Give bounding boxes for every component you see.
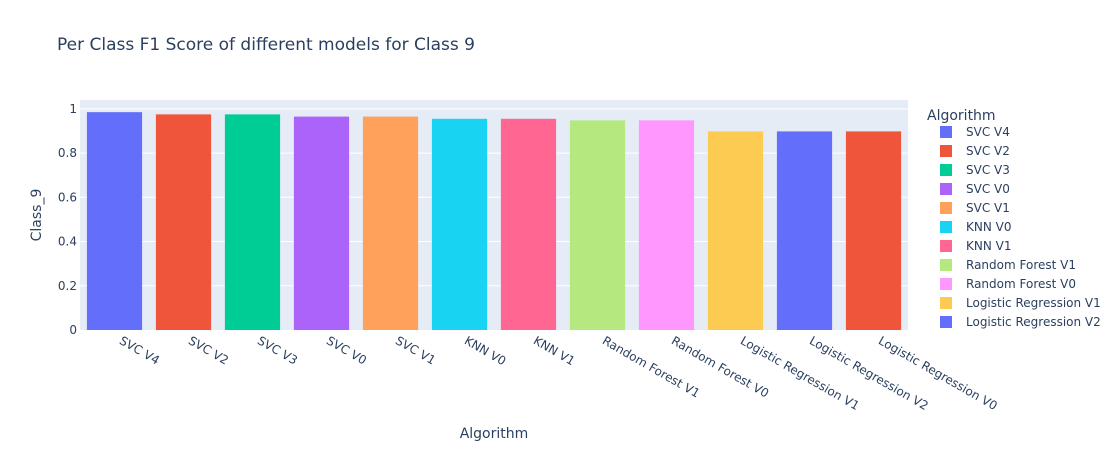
legend-item[interactable]: SVC V3: [940, 163, 1010, 177]
legend-item[interactable]: KNN V1: [940, 239, 1011, 253]
legend-label: Random Forest V1: [966, 258, 1076, 272]
legend-swatch: [940, 259, 952, 271]
legend-label: Random Forest V0: [966, 277, 1076, 291]
legend-item[interactable]: Logistic Regression V2: [940, 315, 1101, 329]
legend-swatch: [940, 202, 952, 214]
bar-logistic-regression-v2: [776, 131, 833, 330]
legend-item[interactable]: Random Forest V0: [940, 277, 1076, 291]
bar-logistic-regression-v0: [845, 131, 902, 330]
legend: Algorithm SVC V4 SVC V2 SVC V3 SVC V0 SVC V1…: [927, 108, 1101, 329]
x-tick-label: Logistic Regression V0: [876, 333, 1000, 413]
chart-title: Per Class F1 Score of different models f…: [57, 35, 475, 55]
y-tick-label: 0.4: [58, 235, 77, 249]
bar-logistic-regression-v1: [707, 131, 764, 330]
x-tick-label: SVC V2: [186, 333, 231, 367]
bar-knn-v0: [431, 118, 488, 330]
y-tick-label: 1: [69, 102, 77, 116]
x-axis-ticks: SVC V4 SVC V2 SVC V3 SVC V0 SVC V1 KNN V0 KNN …: [117, 333, 1000, 413]
legend-item[interactable]: SVC V1: [940, 201, 1010, 215]
x-tick-label: SVC V0: [324, 333, 369, 367]
legend-swatch: [940, 297, 952, 309]
x-tick-label: KNN V1: [531, 333, 577, 368]
legend-swatch: [940, 126, 952, 138]
bar-svc-v3: [224, 114, 281, 330]
x-tick-label: KNN V0: [462, 333, 508, 368]
bar-svc-v1: [362, 116, 419, 330]
bar-svc-v0: [293, 116, 350, 330]
legend-label: SVC V2: [966, 144, 1010, 158]
legend-item[interactable]: KNN V0: [940, 220, 1011, 234]
legend-label: Logistic Regression V2: [966, 315, 1101, 329]
legend-items: SVC V4 SVC V2 SVC V3 SVC V0 SVC V1 KNN V0 KNN …: [940, 125, 1101, 329]
legend-label: Logistic Regression V1: [966, 296, 1101, 310]
y-tick-label: 0.6: [58, 190, 77, 204]
legend-item[interactable]: Random Forest V1: [940, 258, 1076, 272]
legend-label: SVC V4: [966, 125, 1010, 139]
legend-swatch: [940, 145, 952, 157]
x-tick-label: Logistic Regression V1: [738, 333, 862, 413]
legend-swatch: [940, 164, 952, 176]
bar-svc-v4: [86, 112, 143, 331]
legend-swatch: [940, 240, 952, 252]
bar-random-forest-v0: [638, 120, 695, 330]
x-tick-label: SVC V4: [117, 333, 162, 367]
y-axis-title: Class_9: [29, 189, 45, 242]
gridlines: [80, 108, 908, 287]
legend-item[interactable]: SVC V0: [940, 182, 1010, 196]
bar-svc-v2: [155, 114, 212, 330]
legend-swatch: [940, 316, 952, 328]
bar-random-forest-v1: [569, 120, 626, 330]
plot-area: [80, 100, 908, 330]
legend-label: SVC V3: [966, 163, 1010, 177]
x-axis-title: Algorithm: [460, 426, 529, 442]
legend-label: KNN V0: [966, 220, 1011, 234]
bars: [86, 112, 902, 331]
y-tick-label: 0.8: [58, 146, 77, 160]
legend-label: SVC V1: [966, 201, 1010, 215]
legend-item[interactable]: Logistic Regression V1: [940, 296, 1101, 310]
x-tick-label: SVC V1: [393, 333, 438, 367]
legend-swatch: [940, 221, 952, 233]
x-tick-label: Logistic Regression V2: [807, 333, 931, 413]
legend-label: KNN V1: [966, 239, 1011, 253]
legend-swatch: [940, 278, 952, 290]
legend-item[interactable]: SVC V2: [940, 144, 1010, 158]
legend-label: SVC V0: [966, 182, 1010, 196]
legend-swatch: [940, 183, 952, 195]
y-tick-label: 0.2: [58, 279, 77, 293]
legend-item[interactable]: SVC V4: [940, 125, 1010, 139]
bar-knn-v1: [500, 118, 557, 330]
y-axis-ticks: 0 0.2 0.4 0.6 0.8 1: [58, 102, 77, 337]
y-tick-label: 0: [69, 323, 77, 337]
legend-title: Algorithm: [927, 108, 996, 124]
x-tick-label: SVC V3: [255, 333, 300, 367]
